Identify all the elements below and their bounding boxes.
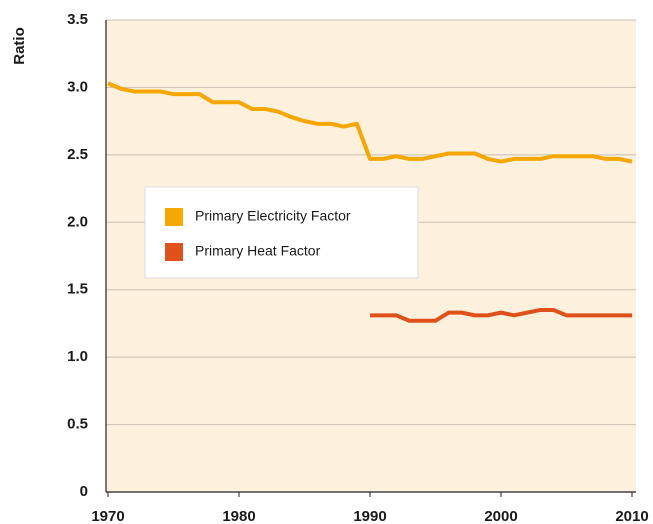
x-tick-label: 1980 (222, 508, 255, 524)
y-tick-label: 0 (80, 483, 88, 500)
x-tick-label: 1970 (91, 508, 124, 524)
y-tick-label: 3.5 (67, 11, 88, 28)
y-tick-label: 2.0 (67, 213, 88, 230)
y-tick-label: 0.5 (67, 416, 88, 433)
legend-swatch (165, 243, 183, 261)
line-series (107, 81, 633, 164)
legend-label: Primary Heat Factor (195, 243, 321, 259)
y-tick-label: 1.0 (67, 348, 88, 365)
y-tick-label: 3.0 (67, 78, 88, 95)
y-tick-label: 2.5 (67, 146, 88, 163)
y-axis-label: Ratio (11, 27, 28, 65)
legend (144, 186, 419, 279)
line-series (370, 307, 632, 323)
x-tick-label: 2000 (484, 508, 517, 524)
legend-label: Primary Electricity Factor (195, 208, 351, 224)
y-tick-label: 1.5 (67, 281, 88, 298)
legend-swatch (165, 208, 183, 226)
x-tick-label: 2010 (615, 508, 648, 524)
x-tick-label: 1990 (353, 508, 386, 524)
